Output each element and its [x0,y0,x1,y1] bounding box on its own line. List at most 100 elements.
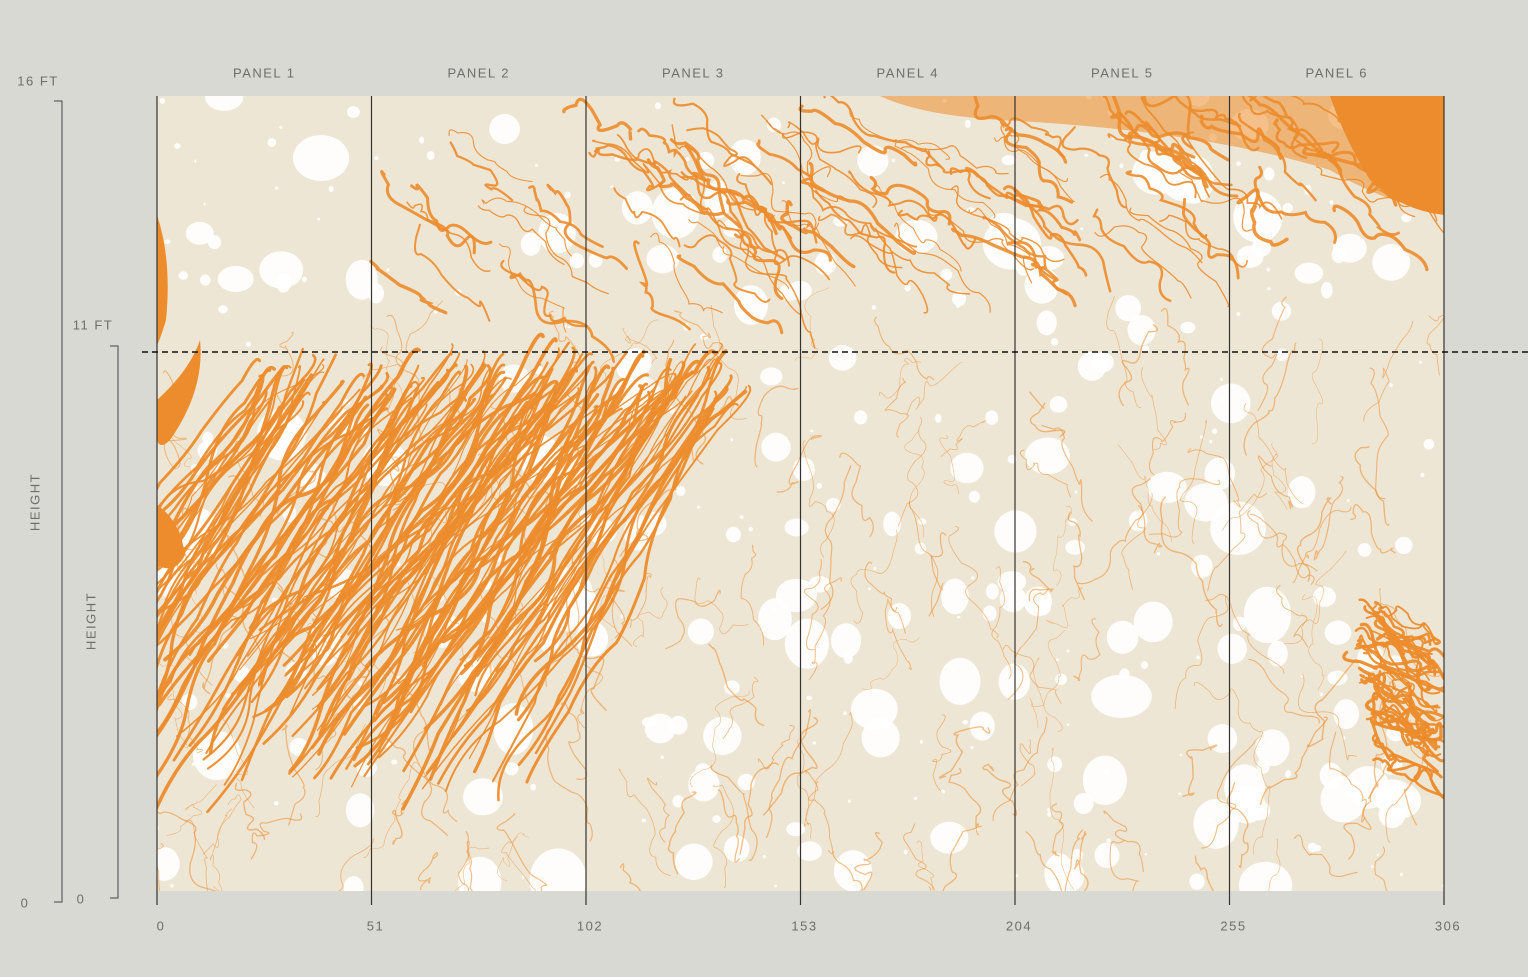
orange-vein [1207,492,1268,592]
white-cell [192,762,195,766]
white-cell [569,253,585,269]
white-cell [833,850,873,891]
white-cell [217,265,254,293]
orange-vein [316,352,505,691]
orange-vein [157,393,389,647]
orange-vein [780,200,856,269]
orange-vein [1002,117,1066,158]
white-cell [1329,200,1334,205]
orange-vein [548,310,581,371]
white-cell [343,876,364,891]
width-tick-label: 153 [791,918,817,933]
orange-vein [157,407,389,736]
orange-vein [157,418,275,543]
orange-vein [948,526,999,639]
orange-vein [528,185,604,249]
white-cell [687,618,714,645]
orange-vein [823,96,942,168]
white-cell [712,246,728,263]
orange-vein [622,328,658,365]
orange-vein [832,851,863,891]
white-cell [178,271,189,280]
orange-vein [157,367,284,517]
orange-vein [776,435,822,493]
orange-vein [309,612,332,691]
orange-vein [948,767,982,836]
white-cell [1055,673,1068,686]
orange-vein [1388,634,1438,670]
height-brackets [54,100,119,903]
orange-vein [1376,670,1444,729]
orange-vein [157,373,314,643]
orange-vein [545,728,593,842]
orange-vein [673,310,724,355]
white-cell [1238,861,1293,891]
white-cell [847,799,851,804]
orange-vein [206,363,458,663]
white-cell [1049,396,1068,413]
inner-top-label: 11 FT [73,317,114,332]
orange-vein [449,663,492,729]
orange-vein [410,183,493,245]
orange-vein [465,831,473,891]
orange-vein [496,813,548,891]
white-cell [739,515,744,520]
orange-vein [694,577,749,635]
white-cell [345,793,375,828]
orange-vein [869,175,952,226]
orange-vein [363,381,658,778]
orange-vein [1121,492,1153,590]
orange-vein [428,349,646,781]
outer-bracket [54,100,63,903]
white-cell [1319,762,1342,789]
width-tick-label: 255 [1220,918,1246,933]
orange-vein [1374,846,1388,891]
orange-vein [471,600,524,668]
white-cell [564,191,571,199]
orange-vein [756,139,825,193]
orange-vein [401,388,457,496]
orange-vein [157,358,262,492]
orange-vein [281,416,550,650]
white-cell [1395,536,1413,554]
white-cell [1285,770,1292,778]
orange-vein [269,572,295,662]
white-cell [758,598,792,641]
orange-vein [463,359,703,669]
orange-vein [898,417,927,527]
orange-vein [1160,308,1190,406]
white-cell [861,718,900,758]
orange-vein [931,714,952,792]
orange-vein [315,723,366,817]
orange-vein [599,553,617,630]
orange-vein [291,406,535,738]
white-cell [952,291,967,307]
orange-vein [413,724,458,822]
panel-label: PANEL 4 [876,65,939,80]
white-cell [873,566,877,571]
orange-vein [1205,593,1285,675]
white-cell [1106,838,1111,843]
white-cell [941,578,969,615]
white-cell [986,583,999,600]
white-cell [985,410,999,425]
orange-vein [248,391,537,630]
orange-veins [157,96,1444,891]
orange-vein [490,402,518,507]
white-cell [1094,842,1120,869]
white-cell [1263,167,1275,181]
orange-vein [928,532,947,617]
white-cell [1320,281,1333,299]
orange-vein [378,456,399,497]
white-cell [766,117,782,133]
orange-vein [275,399,559,701]
orange-vein [1129,207,1230,308]
orange-vein [1052,504,1073,587]
white-cell [267,138,277,148]
white-cell [950,452,984,484]
white-cell [529,848,587,891]
white-cell [504,762,519,776]
white-cell [1091,674,1152,719]
